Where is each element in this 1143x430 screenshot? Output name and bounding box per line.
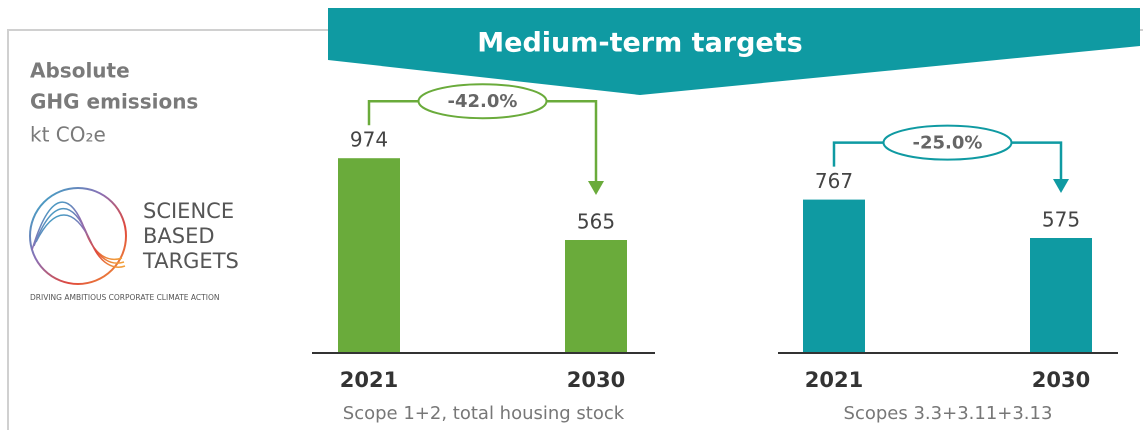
x-tick-label: 2030 — [1032, 368, 1090, 392]
value-label: 974 — [350, 128, 388, 152]
x-axis-label: Scopes 3.3+3.11+3.13 — [844, 403, 1053, 424]
banner-title: Medium-term targets — [477, 28, 802, 59]
bar — [803, 199, 865, 353]
annotation: -42.0% — [448, 91, 518, 112]
logo-tagline: DRIVING AMBITIOUS CORPORATE CLIMATE ACTI… — [30, 293, 219, 302]
arrow-head — [588, 181, 604, 195]
x-tick-label: 2021 — [340, 368, 398, 392]
bar — [565, 240, 627, 353]
logo-text: BASED — [143, 224, 215, 248]
logo-text: SCIENCE — [143, 199, 234, 223]
value-label: 575 — [1042, 208, 1080, 232]
arrow-head — [1053, 179, 1069, 193]
x-tick-label: 2021 — [805, 368, 863, 392]
banner — [328, 8, 1140, 95]
metric-title: Absolute — [30, 59, 130, 83]
value-label: 767 — [815, 169, 853, 193]
metric-unit: kt CO₂e — [30, 123, 106, 147]
logo-text: TARGETS — [142, 249, 239, 273]
metric-title: GHG emissions — [30, 90, 198, 114]
x-tick-label: 2030 — [567, 368, 625, 392]
value-label: 565 — [577, 210, 615, 234]
annotation: -25.0% — [913, 133, 983, 154]
bar — [338, 158, 400, 353]
bar — [1030, 238, 1092, 353]
annotation-bubble — [882, 124, 1013, 161]
x-axis-label: Scope 1+2, total housing stock — [343, 403, 625, 424]
annotation-bubble — [417, 83, 548, 120]
logo — [29, 187, 127, 285]
